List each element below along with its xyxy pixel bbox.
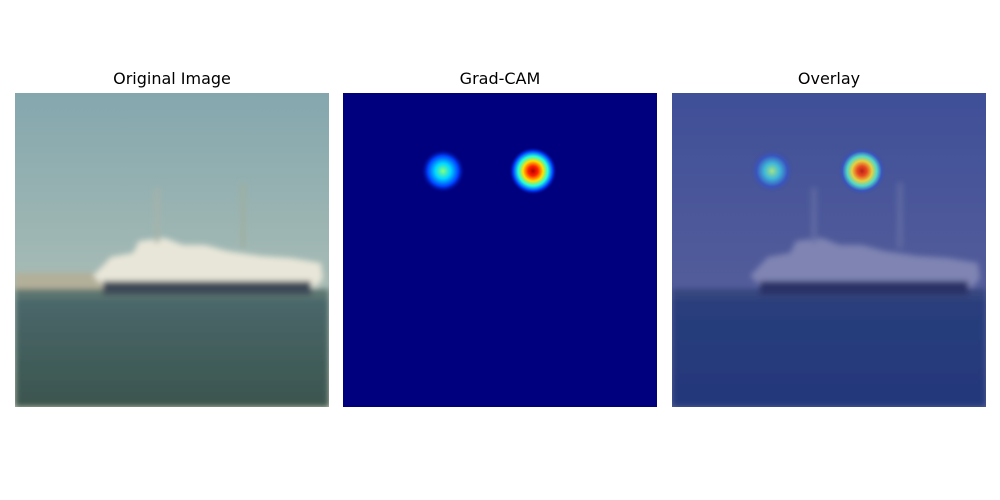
- overlay-image: [672, 93, 986, 407]
- overlay-panel: Overlay: [672, 66, 986, 407]
- overlay-heat-spot-left: [750, 149, 794, 193]
- overlay-title: Overlay: [797, 69, 861, 88]
- original-image: [15, 93, 329, 407]
- original-image-title: Original Image: [113, 69, 231, 88]
- original-image-panel: Original Image: [15, 66, 329, 407]
- grad-cam-panel: Grad-CAM: [343, 66, 657, 407]
- grad-cam-title: Grad-CAM: [459, 69, 541, 88]
- grad-cam-heatmap: [343, 93, 657, 407]
- overlay-heat-spot-right: [838, 147, 886, 195]
- heat-spot-right: [509, 147, 557, 195]
- heat-spot-left: [421, 149, 465, 193]
